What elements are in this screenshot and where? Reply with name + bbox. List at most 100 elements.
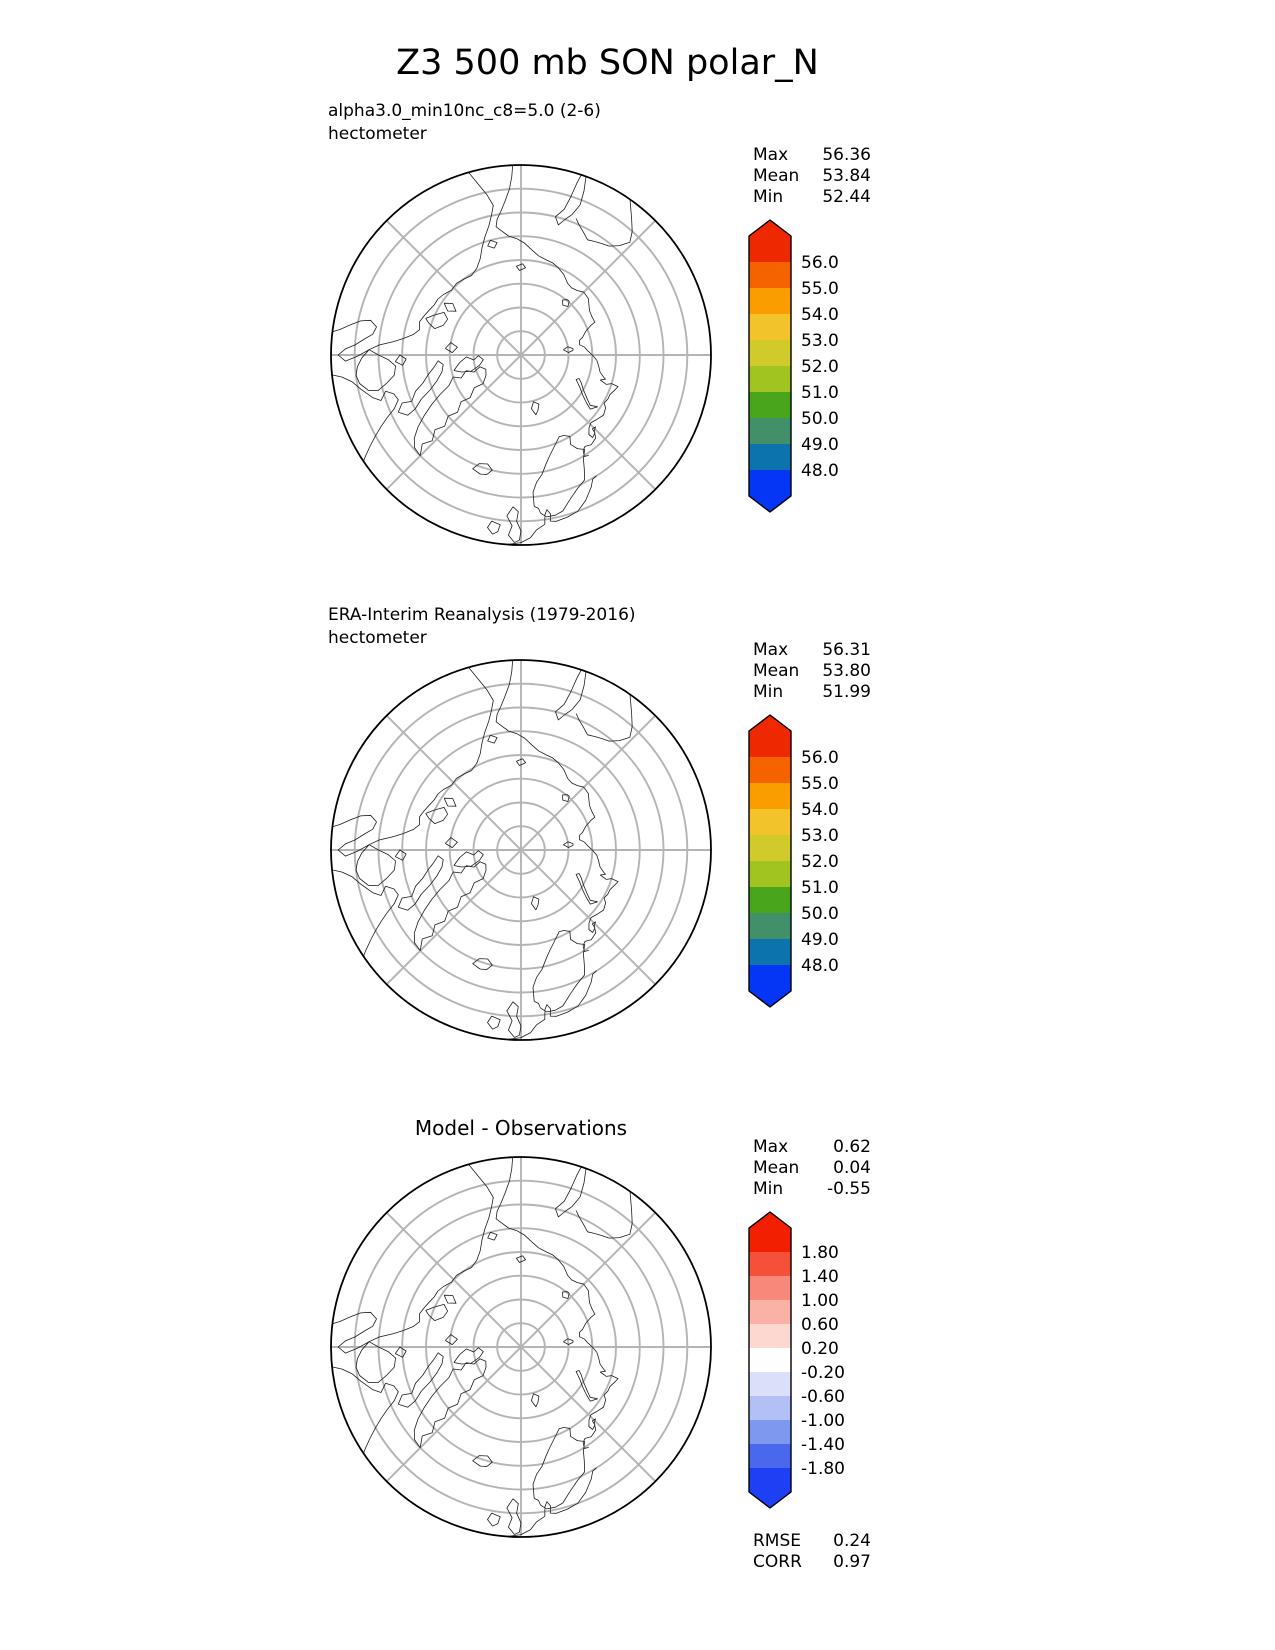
stat-row-max: Max 56.36 [753, 145, 871, 166]
stat-row-min: Min 51.99 [753, 682, 871, 703]
colorbar-tick-label: 52.0 [801, 357, 839, 377]
colorbar-band [749, 1324, 791, 1348]
colorbar-band [749, 1420, 791, 1444]
colorbar-band [749, 861, 791, 887]
panel-reference-case-label: ERA-Interim Reanalysis (1979-2016) [328, 605, 636, 625]
colorbar-band [749, 887, 791, 913]
colorbar-band [749, 1276, 791, 1300]
stat-value: 56.31 [822, 640, 871, 660]
colorbar-band [749, 715, 791, 757]
polar-map-reference [330, 659, 712, 1041]
colorbar-tick-label: 49.0 [801, 930, 839, 950]
stat-value: 0.24 [833, 1531, 871, 1551]
colorbar-tick-label: 1.80 [801, 1243, 839, 1263]
colorbar-tick-label: 1.40 [801, 1267, 839, 1287]
stat-row-mean: Mean 0.04 [753, 1158, 871, 1179]
map-boundary-circle [330, 659, 712, 1041]
stat-label: Mean [753, 166, 800, 186]
colorbar-tick-label: 55.0 [801, 279, 839, 299]
colorbar-tick-label: -0.20 [801, 1363, 845, 1383]
stats-model: Max 56.36 Mean 53.84 Min 52.44 [753, 145, 871, 208]
colorbar-band [749, 913, 791, 939]
colorbar-band [749, 809, 791, 835]
stat-value: 53.84 [822, 166, 871, 186]
colorbar-difference: 1.80 1.40 1.00 0.60 0.20 -0.20 -0.60 -1.00 -1.40… [748, 1211, 845, 1509]
coastline-path [331, 1157, 633, 1537]
longitude-gridline [385, 714, 657, 986]
colorbar-band [749, 757, 791, 783]
stat-value: 0.04 [833, 1158, 871, 1178]
stat-label: Min [753, 187, 784, 207]
stat-label: CORR [753, 1552, 802, 1572]
stat-value: 0.62 [833, 1137, 871, 1157]
colorbar-band [749, 392, 791, 418]
stat-label: Mean [753, 661, 800, 681]
polar-map-model [330, 164, 712, 546]
stat-label: Max [753, 145, 789, 165]
longitude-gridline [385, 219, 657, 491]
colorbar-tick-label: 51.0 [801, 383, 839, 403]
panel-model-case-label: alpha3.0_min10nc_c8=5.0 (2-6) [328, 101, 601, 121]
colorbar-tick-label: 56.0 [801, 253, 839, 273]
colorbar-tick-label: -0.60 [801, 1387, 845, 1407]
coastline-path [331, 165, 633, 545]
colorbar-outline [748, 219, 792, 513]
colorbar-tick-label: 53.0 [801, 826, 839, 846]
colorbar-tick-label: 56.0 [801, 748, 839, 768]
colorbar-band [749, 314, 791, 340]
panel-difference-title: Model - Observations [414, 1116, 628, 1140]
polar-map-difference [330, 1156, 712, 1538]
colorbar-band [749, 1468, 791, 1508]
stat-value: -0.55 [827, 1179, 871, 1199]
stat-value: 52.44 [822, 187, 871, 207]
colorbar-tick-label: 49.0 [801, 435, 839, 455]
stat-value: 53.80 [822, 661, 871, 681]
stat-row-mean: Mean 53.80 [753, 661, 871, 682]
colorbar-band [749, 288, 791, 314]
colorbar-band [749, 366, 791, 392]
stats-reference: Max 56.31 Mean 53.80 Min 51.99 [753, 640, 871, 703]
colorbar-model: 56.0 55.0 54.0 53.0 52.0 51.0 50.0 49.0 48.0 [748, 219, 839, 513]
colorbar-band [749, 1348, 791, 1372]
map-boundary-circle [330, 1156, 712, 1538]
stats-difference-metrics: RMSE 0.24 CORR 0.97 [753, 1531, 871, 1573]
colorbar-tick-label: 1.00 [801, 1291, 839, 1311]
stat-label: Min [753, 682, 784, 702]
colorbar-band [749, 939, 791, 965]
stat-value: 56.36 [822, 145, 871, 165]
colorbar-tick-label: 0.20 [801, 1339, 839, 1359]
stat-label: Max [753, 1137, 789, 1157]
colorbar-tick-label: -1.80 [801, 1459, 845, 1479]
stat-value: 0.97 [833, 1552, 871, 1572]
colorbar-band [749, 418, 791, 444]
colorbar-outline [748, 714, 792, 1008]
colorbar-band [749, 1372, 791, 1396]
stat-row-corr: CORR 0.97 [753, 1552, 871, 1573]
colorbar-band [749, 262, 791, 288]
colorbar-tick-label: 0.60 [801, 1315, 839, 1335]
colorbar-band [749, 220, 791, 262]
colorbar-band [749, 1300, 791, 1324]
stat-label: Mean [753, 1158, 800, 1178]
colorbar-band [749, 1396, 791, 1420]
colorbar-tick-label: 55.0 [801, 774, 839, 794]
colorbar-band [749, 835, 791, 861]
stat-row-mean: Mean 53.84 [753, 166, 871, 187]
colorbar-tick-label: 52.0 [801, 852, 839, 872]
colorbar-tick-label: 50.0 [801, 409, 839, 429]
colorbar-band [749, 444, 791, 470]
map-boundary-circle [330, 164, 712, 546]
colorbar-reference: 56.0 55.0 54.0 53.0 52.0 51.0 50.0 49.0 48.0 [748, 714, 839, 1008]
colorbar-tick-label: 54.0 [801, 800, 839, 820]
stat-label: Min [753, 1179, 784, 1199]
colorbar-tick-label: 51.0 [801, 878, 839, 898]
colorbar-band [749, 340, 791, 366]
colorbar-tick-label: -1.00 [801, 1411, 845, 1431]
colorbar-tick-label: 48.0 [801, 461, 839, 481]
stat-row-max: Max 0.62 [753, 1137, 871, 1158]
colorbar-band [749, 470, 791, 512]
figure-title: Z3 500 mb SON polar_N [396, 43, 819, 83]
stat-row-max: Max 56.31 [753, 640, 871, 661]
stat-row-min: Min 52.44 [753, 187, 871, 208]
